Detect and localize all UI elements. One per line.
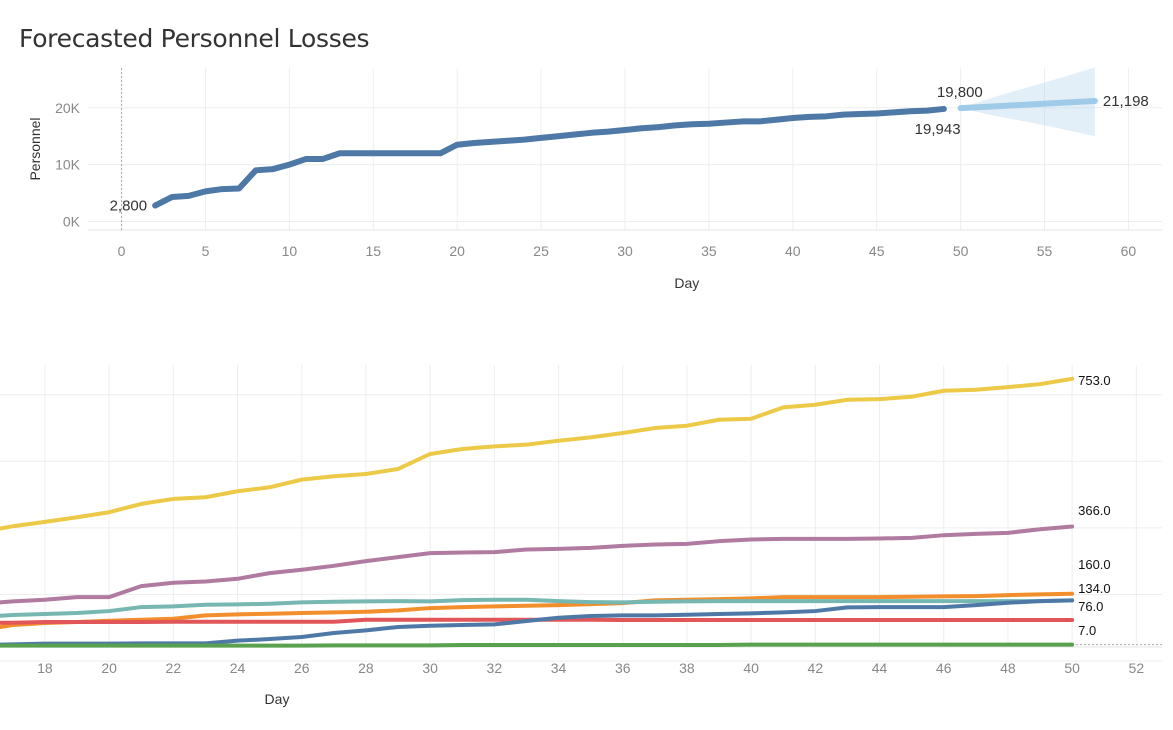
x-tick-label: 32 (487, 660, 503, 676)
end-label: 753.0 (1078, 373, 1111, 388)
x-tick-label: 35 (701, 243, 717, 259)
series-line-6 (0, 598, 1075, 647)
x-tick-label: 40 (743, 660, 759, 676)
x-tick-label: 20 (449, 243, 465, 259)
x-tick-label: 42 (808, 660, 824, 676)
data-label-forecast-start: 19,943 (915, 121, 961, 138)
x-tick-label: 20 (101, 660, 117, 676)
series-line-1 (0, 376, 1075, 531)
x-tick-label: 0 (118, 243, 126, 259)
x-tick-label: 25 (533, 243, 549, 259)
end-label: 76.0 (1078, 599, 1103, 614)
series-line-7 (0, 642, 1075, 648)
x-tick-label: 18 (37, 660, 53, 676)
x-tick-label: 44 (872, 660, 888, 676)
dashboard-title: Forecasted Personnel Losses (19, 24, 370, 53)
x-tick-label: 50 (1064, 660, 1080, 676)
x-tick-label: 24 (230, 660, 246, 676)
data-label-start: 2,800 (110, 198, 148, 215)
y-axis-title: Personnel (27, 117, 43, 180)
actual-personnel-line (152, 105, 947, 209)
x-tick-label: 45 (869, 243, 885, 259)
x-tick-label: 15 (365, 243, 381, 259)
x-tick-label: 60 (1121, 243, 1137, 259)
series-line-2 (0, 524, 1075, 605)
data-label-forecast-end: 21,198 (1103, 93, 1149, 110)
data-label-last-actual: 19,800 (937, 84, 983, 101)
x-tick-label: 22 (166, 660, 182, 676)
end-label: 366.0 (1078, 503, 1111, 518)
x-tick-label: 38 (679, 660, 695, 676)
x-tick-label: 48 (1000, 660, 1016, 676)
x-tick-label: 40 (785, 243, 801, 259)
personnel-forecast-chart: 0 5 10 15 20 25 30 35 40 45 50 55 60 0K 10K 20K 2,800 19,… (27, 67, 1162, 291)
x-tick-label: 50 (953, 243, 969, 259)
x-tick-label: 30 (422, 660, 438, 676)
x-tick-label: 28 (358, 660, 374, 676)
x-tick-label: 10 (282, 243, 298, 259)
series-line-4 (0, 597, 1075, 618)
x-axis-title: Day (674, 275, 699, 291)
end-label: 7.0 (1078, 623, 1096, 638)
y-tick-label: 0K (63, 213, 81, 229)
x-tick-label: 52 (1129, 660, 1145, 676)
y-tick-label: 20K (55, 100, 81, 116)
x-tick-label: 55 (1037, 243, 1053, 259)
x-tick-label: 26 (294, 660, 310, 676)
x-tick-label: 36 (615, 660, 631, 676)
end-label: 134.0 (1078, 581, 1111, 596)
forecast-personnel-line (957, 97, 1098, 112)
series-line-3 (0, 591, 1075, 630)
end-label: 160.0 (1078, 557, 1111, 572)
x-axis-title: Day (265, 691, 290, 707)
x-tick-label: 5 (202, 243, 210, 259)
y-tick-label: 10K (55, 157, 81, 173)
x-tick-label: 46 (936, 660, 952, 676)
x-tick-label: 30 (617, 243, 633, 259)
x-tick-label: 34 (551, 660, 567, 676)
